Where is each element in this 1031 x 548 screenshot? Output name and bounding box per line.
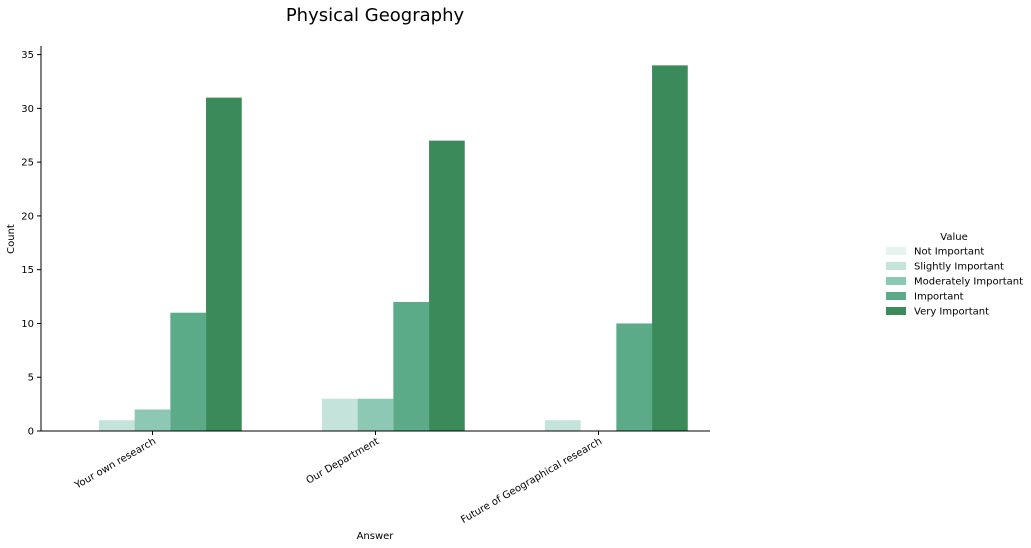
- y-tick-label: 25: [21, 158, 34, 169]
- y-tick-label: 10: [21, 319, 34, 330]
- x-axis-ticks: Your own research Our Department Future of…: [72, 431, 604, 526]
- legend-label: Important: [914, 292, 964, 303]
- y-tick-label: 0: [28, 427, 34, 438]
- y-tick-label: 15: [21, 265, 34, 276]
- y-tick-label: 20: [21, 211, 34, 222]
- chart-title: Physical Geography: [286, 5, 465, 26]
- bar: [393, 301, 430, 431]
- x-axis-label: Answer: [357, 531, 395, 542]
- legend-swatch: [886, 307, 906, 315]
- bar: [206, 97, 242, 431]
- legend-label: Slightly Important: [914, 262, 1004, 273]
- bar: [616, 323, 653, 431]
- x-tick-label: Our Department: [304, 436, 381, 487]
- bar: [170, 312, 207, 431]
- legend-label: Moderately Important: [914, 277, 1023, 288]
- legend: Value Not Important Slightly Important Mod…: [886, 232, 1023, 318]
- legend-label: Not Important: [914, 247, 984, 258]
- bar: [357, 398, 394, 431]
- x-tick-label: Future of Geographical research: [459, 436, 604, 526]
- bar: [134, 409, 171, 431]
- bar: [321, 398, 358, 431]
- bar: [98, 420, 135, 431]
- bars: [98, 65, 688, 431]
- x-tick-label: Your own research: [72, 436, 158, 492]
- bar: [544, 420, 581, 431]
- legend-swatch: [886, 277, 906, 285]
- legend-swatch: [886, 247, 906, 255]
- legend-swatch: [886, 292, 906, 300]
- y-tick-label: 30: [21, 104, 34, 115]
- bar: [652, 65, 688, 431]
- legend-swatch: [886, 262, 906, 270]
- legend-label: Very Important: [914, 307, 989, 318]
- y-tick-label: 35: [21, 50, 34, 61]
- y-tick-label: 5: [28, 373, 34, 384]
- y-axis-label: Count: [6, 224, 17, 254]
- y-axis-ticks: 0 5 10 15 20 25 30 35: [21, 50, 41, 438]
- legend-title: Value: [940, 232, 967, 243]
- bar: [429, 140, 465, 431]
